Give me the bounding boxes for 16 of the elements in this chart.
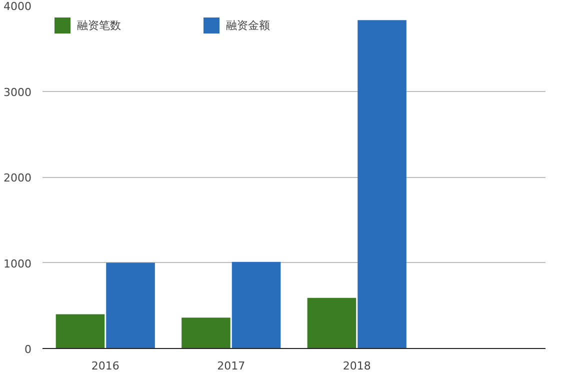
y-tick-label: 3000 [4,86,32,99]
bar [182,318,230,348]
bar [106,262,155,348]
y-tick-label: 2000 [4,172,32,184]
x-tick-label: 2018 [342,360,371,372]
y-tick-label: 1000 [4,257,32,270]
y-tick-label: 4000 [4,0,32,13]
y-tick-label: 0 [24,343,32,356]
x-tick-label: 2017 [217,360,246,372]
bar [358,20,406,348]
bar [232,262,281,348]
x-tick-label: 2016 [91,360,120,372]
legend-label: 融资金额 [226,18,270,32]
legend-label: 融资笔数 [77,18,121,32]
bar [56,314,105,348]
bar [307,298,356,348]
